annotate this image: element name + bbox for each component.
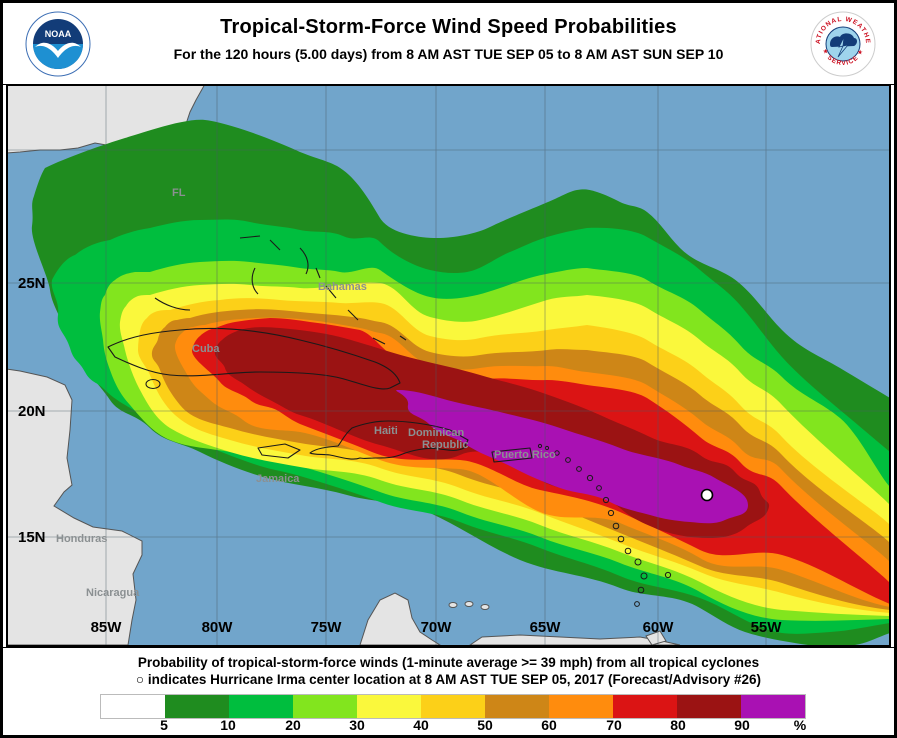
place-label-honduras: Honduras <box>56 533 107 545</box>
place-label-puerto-rico: Puerto Rico <box>494 449 556 461</box>
legend-cell-2 <box>229 694 293 719</box>
place-label-jamaica: Jamaica <box>256 473 300 485</box>
place-label-fl: FL <box>172 187 186 199</box>
lon-label-55w: 55W <box>751 619 783 636</box>
legend-label-30: 30 <box>349 717 365 733</box>
legend-label-90: 90 <box>734 717 750 733</box>
bahamas-acklins <box>347 309 359 321</box>
place-label-nicaragua: Nicaragua <box>86 587 140 599</box>
florida-keys-outline <box>154 297 191 311</box>
longitude-labels: 85W 80W 75W 70W 65W 60W 55W <box>91 619 783 636</box>
place-label-cuba: Cuba <box>192 343 220 355</box>
place-label-dominican-1: Dominican <box>408 427 465 439</box>
place-label-bahamas: Bahamas <box>318 281 367 293</box>
legend-label-40: 40 <box>413 717 429 733</box>
noaa-logo-text: NOAA <box>45 29 72 39</box>
caption-line-2: ○ indicates Hurricane Irma center locati… <box>135 672 762 687</box>
legend-label-percent: % <box>793 717 807 733</box>
probability-bands <box>31 119 889 645</box>
isla-juventud-outline <box>145 378 161 390</box>
legend-cell-4 <box>357 694 421 719</box>
bahamas-abaco <box>269 239 281 251</box>
legend-cell-10 <box>741 694 806 719</box>
legend-cell-7 <box>549 694 613 719</box>
lesser-antilles-outlines <box>537 443 672 607</box>
yucatan-central-america-land <box>8 368 143 645</box>
lat-label-20n: 20N <box>18 403 46 420</box>
bahamas-andros <box>251 267 259 295</box>
bahamas-long-island <box>325 285 337 299</box>
lat-label-25n: 25N <box>18 275 46 292</box>
page-title: Tropical-Storm-Force Wind Speed Probabil… <box>220 16 677 38</box>
noaa-logo-icon: NOAA <box>25 11 91 77</box>
lon-label-60w: 60W <box>643 619 675 636</box>
prob-band-90 <box>396 390 748 524</box>
cuba-outline <box>107 327 401 390</box>
header: NOAA Tropical-Storm-Force Wind Speed Pro… <box>3 3 894 85</box>
legend-cell-0 <box>100 694 165 719</box>
caption-line-1: Probability of tropical-storm-force wind… <box>137 655 760 670</box>
hispaniola-outline <box>309 420 469 460</box>
legend-cell-9 <box>677 694 741 719</box>
footer: Probability of tropical-storm-force wind… <box>3 647 894 736</box>
turks-caicos <box>399 335 407 341</box>
lat-lon-gridlines <box>8 86 889 645</box>
lat-label-15n: 15N <box>18 529 46 546</box>
legend-label-10: 10 <box>220 717 236 733</box>
legend-label-50: 50 <box>477 717 493 733</box>
legend-cell-3 <box>293 694 357 719</box>
legend-cell-6 <box>485 694 549 719</box>
jamaica-outline <box>257 443 301 459</box>
legend-label-60: 60 <box>541 717 557 733</box>
lon-label-85w: 85W <box>91 619 123 636</box>
hurricane-center-marker <box>700 488 714 502</box>
trinidad <box>645 630 667 645</box>
page-subtitle: For the 120 hours (5.00 days) from 8 AM … <box>173 46 724 62</box>
island-outlines <box>107 235 533 463</box>
lon-label-70w: 70W <box>421 619 453 636</box>
legend-tick-labels: 5 10 20 30 40 50 60 70 80 90 % <box>100 717 806 734</box>
legend-cell-8 <box>613 694 677 719</box>
place-label-dominican-2: Republic <box>422 439 468 451</box>
probability-map: 25N 20N 15N 85W 80W 75W 70W 65W 60W 55W … <box>6 84 891 647</box>
place-labels: FL Bahamas Cuba Haiti Dominican Republic… <box>56 187 556 599</box>
lon-label-80w: 80W <box>202 619 234 636</box>
probability-color-scale <box>100 694 806 719</box>
legend-label-70: 70 <box>606 717 622 733</box>
lon-label-75w: 75W <box>311 619 343 636</box>
south-america-coast <box>469 634 681 645</box>
bahamas-eleuthera <box>299 247 309 275</box>
place-label-haiti: Haiti <box>374 425 398 437</box>
bahamas-inagua <box>372 337 386 345</box>
legend-label-20: 20 <box>285 717 301 733</box>
legend-cell-1 <box>165 694 229 719</box>
legend-label-80: 80 <box>670 717 686 733</box>
legend-label-5: 5 <box>160 717 168 733</box>
lon-label-65w: 65W <box>530 619 562 636</box>
legend-cell-5 <box>421 694 485 719</box>
bahamas-grand-bahama <box>239 235 261 239</box>
bahamas-cat-island <box>315 267 321 279</box>
puerto-rico-outline <box>491 447 533 463</box>
nws-logo-icon: NATIONAL WEATHER ★ SERVICE ★ <box>807 6 876 77</box>
latitude-labels: 25N 20N 15N <box>18 275 46 546</box>
